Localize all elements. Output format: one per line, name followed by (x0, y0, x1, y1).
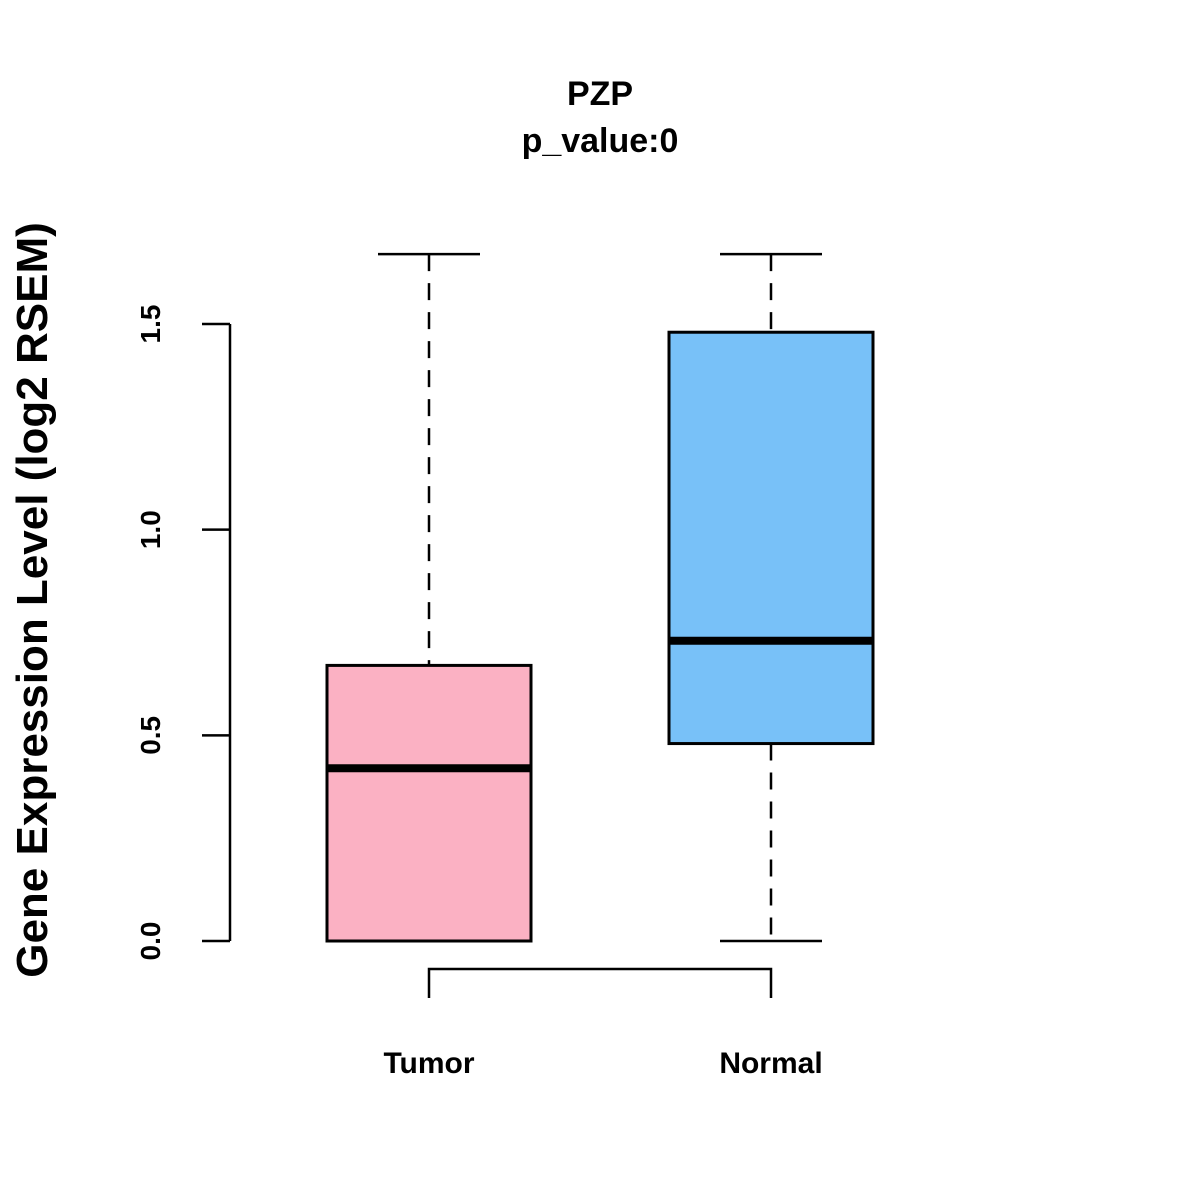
y-tick-label: 0.5 (135, 716, 166, 755)
chart-subtitle: p_value:0 (522, 122, 679, 160)
bracket-line (427, 967, 773, 998)
box-tumor (325, 252, 533, 943)
x-label-normal: Normal (719, 1047, 822, 1080)
box-normal (667, 252, 875, 943)
x-label-tumor: Tumor (383, 1047, 474, 1080)
x-axis-labels: Tumor Normal (383, 1047, 822, 1080)
y-axis: 0.0 0.5 1.0 1.5 (135, 305, 232, 961)
iqr-box (325, 663, 533, 943)
y-tick-label: 1.0 (135, 510, 166, 549)
y-tick-label: 0.0 (135, 922, 166, 961)
chart-title: PZP (567, 75, 633, 113)
comparison-bracket (427, 967, 773, 998)
iqr-box (667, 330, 875, 746)
y-tick-label: 1.5 (135, 305, 166, 344)
y-axis-title: Gene Expression Level (log2 RSEM) (8, 222, 57, 978)
boxes-layer (325, 252, 875, 943)
